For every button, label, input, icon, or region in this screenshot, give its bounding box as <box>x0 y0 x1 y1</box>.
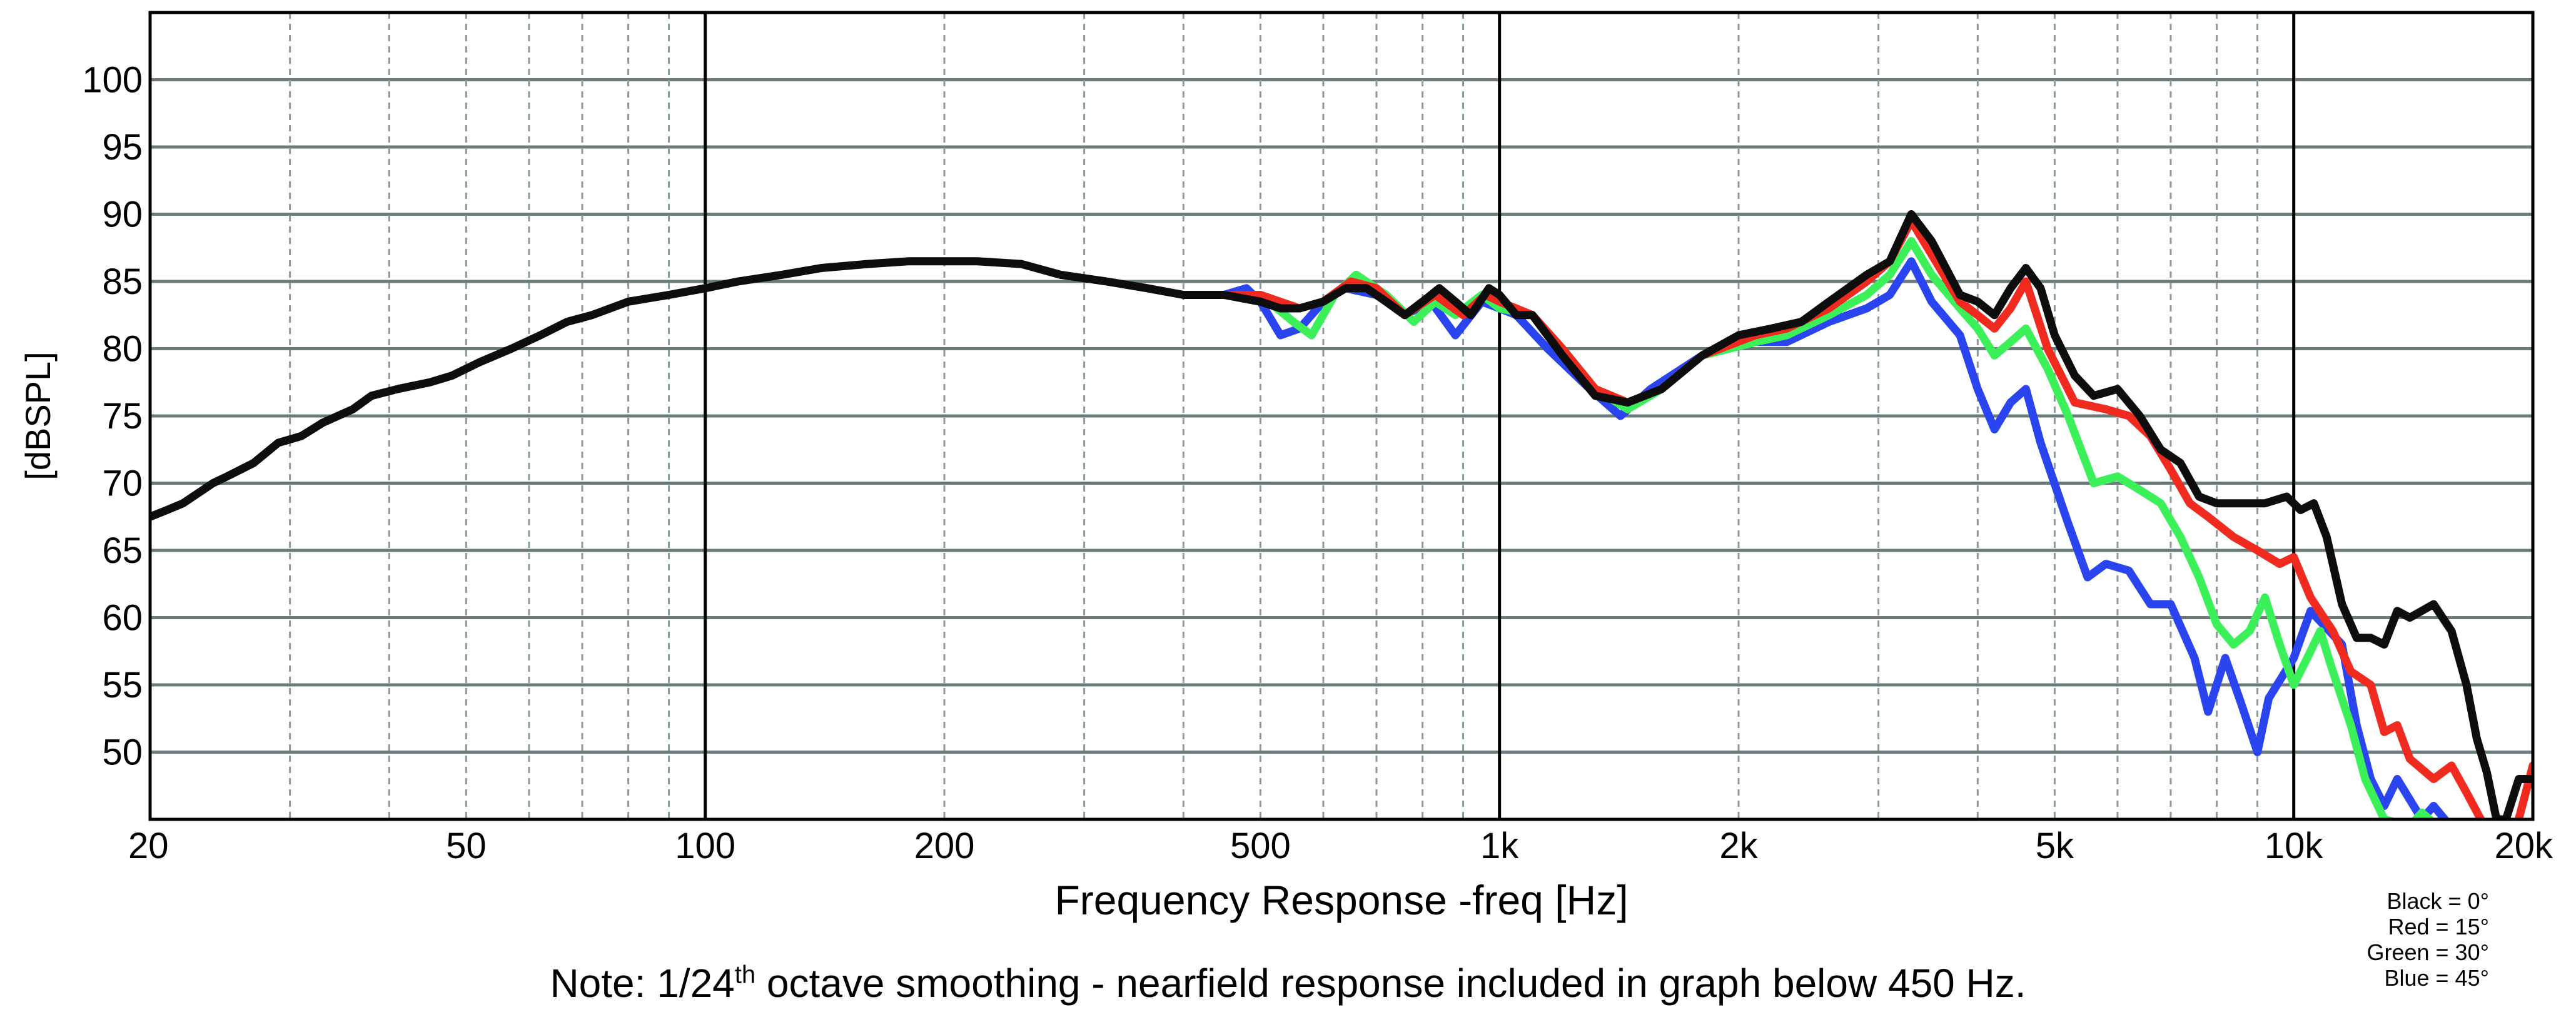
note-suffix: octave smoothing - nearfield response in… <box>755 961 2026 1006</box>
y-tick-label: 85 <box>102 261 143 302</box>
y-tick-label: 75 <box>102 396 143 437</box>
y-tick-labels: 50 55 60 65 70 75 80 85 90 95 100 <box>82 60 143 773</box>
y-tick-label: 90 <box>102 195 143 235</box>
x-tick-label: 100 <box>675 826 735 866</box>
x-tick-labels: 20 50 100 200 500 1k 2k 5k 10k 20k <box>128 826 2553 866</box>
grid <box>150 13 2533 819</box>
note-superscript: th <box>734 961 756 989</box>
y-tick-label: 95 <box>102 127 143 168</box>
y-tick-label: 55 <box>102 665 143 706</box>
y-tick-label: 70 <box>102 463 143 504</box>
series-line-green <box>1220 237 2436 819</box>
x-tick-label: 20 <box>128 826 169 866</box>
x-tick-label: 5k <box>2036 826 2074 866</box>
legend-entry-blue: Blue = 45° <box>2384 965 2489 991</box>
y-tick-label: 50 <box>102 732 143 773</box>
x-tick-label: 1k <box>1480 826 1519 866</box>
y-tick-label: 65 <box>102 530 143 571</box>
smoothing-note: Note: 1/24th octave smoothing - nearfiel… <box>0 960 2576 1006</box>
x-tick-label: 10k <box>2265 826 2324 866</box>
x-tick-label: 20k <box>2494 826 2553 866</box>
legend: Black = 0° Red = 15° Green = 30° Blue = … <box>2264 888 2489 991</box>
y-tick-label: 80 <box>102 329 143 370</box>
y-tick-label: 100 <box>82 60 143 101</box>
legend-entry-red: Red = 15° <box>2388 914 2489 939</box>
series-lines <box>150 210 2533 819</box>
x-axis-label: Frequency Response -freq [Hz] <box>1054 877 1628 923</box>
x-tick-label: 500 <box>1230 826 1291 866</box>
legend-entry-black: Black = 0° <box>2387 888 2489 914</box>
plot-frame <box>148 11 2535 821</box>
x-tick-label: 200 <box>914 826 975 866</box>
x-tick-label: 2k <box>1719 826 1758 866</box>
x-tick-label: 50 <box>446 826 487 866</box>
series-line-blue <box>1220 257 2450 819</box>
y-tick-label: 60 <box>102 598 143 639</box>
y-axis-label: [dBSPL] <box>18 352 58 480</box>
series-line-black <box>150 210 2533 819</box>
note-prefix: Note: 1/24 <box>550 961 735 1006</box>
legend-entry-green: Green = 30° <box>2366 939 2489 965</box>
